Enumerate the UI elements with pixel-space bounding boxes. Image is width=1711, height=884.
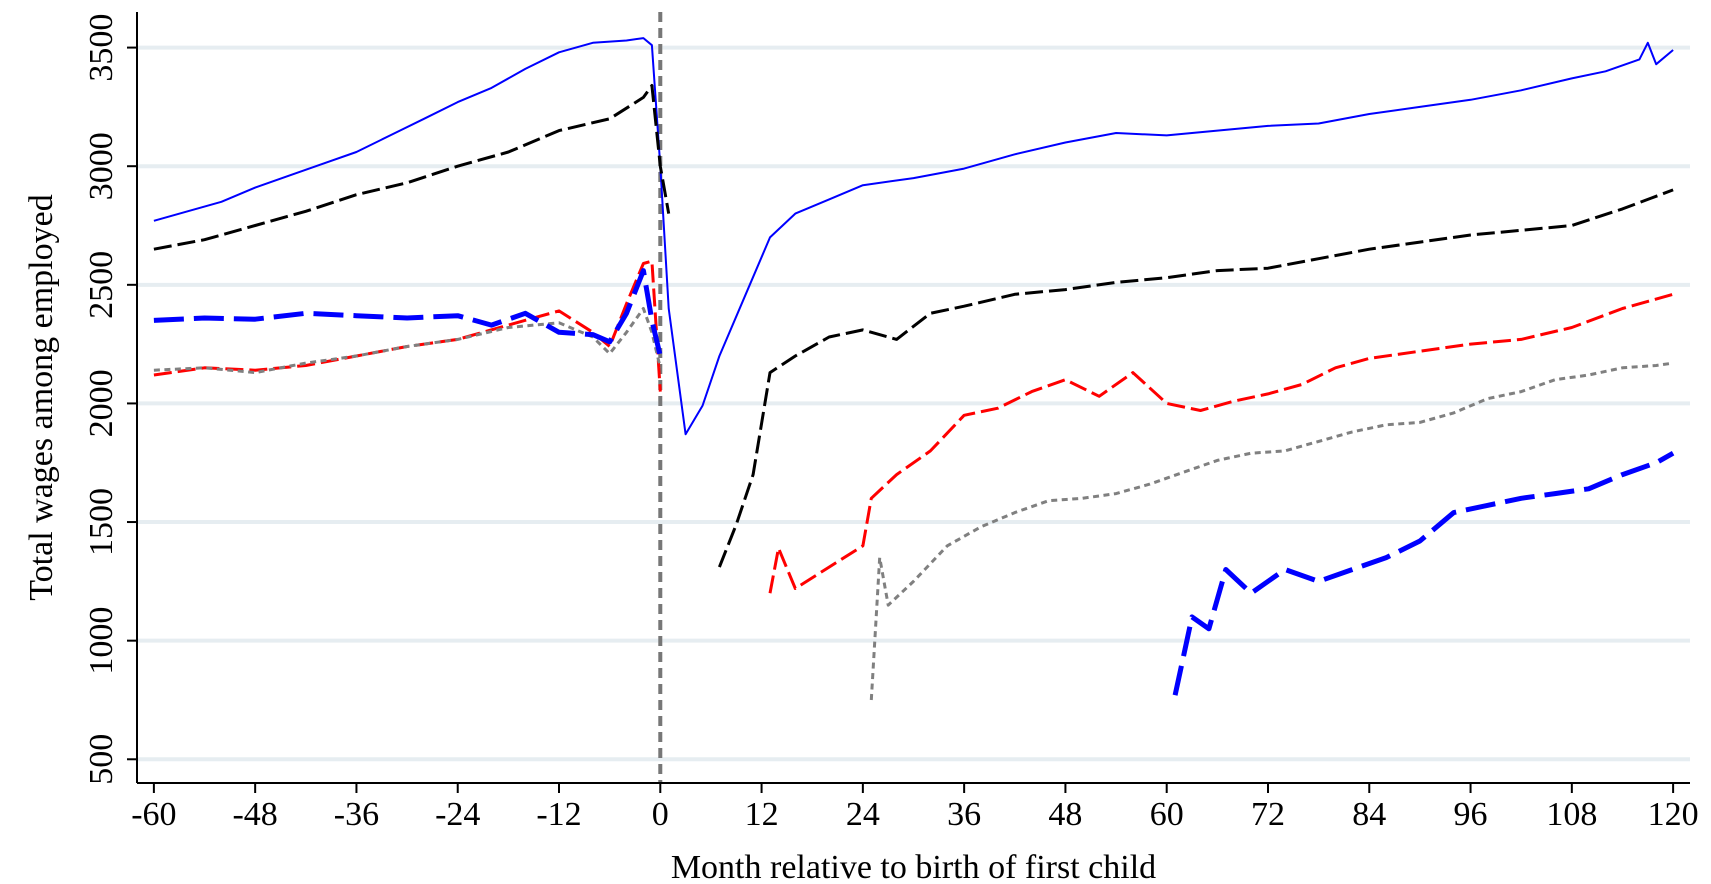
y-tick-label-2000: 2000 bbox=[83, 369, 120, 437]
y-tick-label-3000: 3000 bbox=[83, 132, 120, 200]
x-tick-label--12: -12 bbox=[536, 796, 581, 833]
series-line-2 bbox=[153, 84, 1674, 568]
x-axis-title: Month relative to birth of first child bbox=[671, 849, 1156, 884]
x-tick-label-12: 12 bbox=[745, 796, 779, 833]
y-tick-label-3500: 3500 bbox=[83, 14, 120, 82]
x-tick-label-48: 48 bbox=[1048, 796, 1082, 833]
series-line-1 bbox=[153, 37, 1674, 436]
series-line-5 bbox=[153, 268, 1675, 696]
x-tick-label-60: 60 bbox=[1150, 796, 1184, 833]
x-tick-label--60: -60 bbox=[131, 796, 176, 833]
gridlines bbox=[137, 45, 1690, 762]
y-tick-label-1500: 1500 bbox=[83, 488, 120, 556]
x-tick-label--24: -24 bbox=[435, 796, 480, 833]
x-tick-label-108: 108 bbox=[1546, 796, 1597, 833]
y-tick-label-500: 500 bbox=[83, 734, 120, 785]
x-tick-label--48: -48 bbox=[232, 796, 277, 833]
x-tick-label-96: 96 bbox=[1454, 796, 1488, 833]
series-layer bbox=[153, 37, 1675, 701]
x-tick-label-72: 72 bbox=[1251, 796, 1285, 833]
x-tick-label-24: 24 bbox=[846, 796, 880, 833]
x-tick-label-84: 84 bbox=[1352, 796, 1386, 833]
x-tick-label-36: 36 bbox=[947, 796, 981, 833]
x-tick-label--36: -36 bbox=[334, 796, 379, 833]
axes: 500 1000 1500 2000 2500 3000 3500 -60 -48 -36 -24 -… bbox=[83, 12, 1699, 833]
y-tick-label-2500: 2500 bbox=[83, 251, 120, 319]
y-axis-title: Total wages among employed bbox=[23, 194, 60, 600]
x-tick-label-0: 0 bbox=[652, 796, 669, 833]
series-line-3 bbox=[153, 259, 1674, 594]
x-tick-label-120: 120 bbox=[1648, 796, 1699, 833]
series-line-4 bbox=[153, 307, 1674, 701]
y-tick-label-1000: 1000 bbox=[83, 607, 120, 675]
